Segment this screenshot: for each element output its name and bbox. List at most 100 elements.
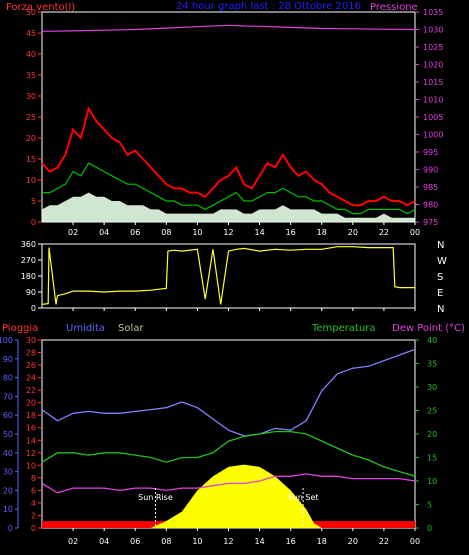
x-tick-label: 02 bbox=[68, 228, 78, 237]
y-left-tick-label: 20 bbox=[26, 134, 36, 143]
y-left-tick-label: 15 bbox=[26, 155, 36, 164]
humidity-tick-label: 50 bbox=[3, 430, 13, 439]
x-tick-label: 10 bbox=[192, 537, 202, 546]
y-left-tick-label: 40 bbox=[26, 50, 36, 59]
sunrise-label: Sun Rise bbox=[138, 493, 173, 502]
temperature-tick-label: 40 bbox=[427, 336, 437, 345]
y-left-tick-label: 0 bbox=[31, 218, 36, 227]
rain-tick-label: 24 bbox=[26, 374, 36, 383]
rain-tick-label: 4 bbox=[31, 499, 36, 508]
y-tick-label: 0 bbox=[31, 304, 36, 313]
temperature-tick-label: 15 bbox=[427, 454, 437, 463]
rain-tick-label: 12 bbox=[26, 449, 36, 458]
x-tick-label: 14 bbox=[254, 537, 264, 546]
x-tick-label: 06 bbox=[130, 228, 140, 237]
rain-label: Pioggia bbox=[2, 323, 38, 334]
rain-tick-label: 2 bbox=[31, 511, 36, 520]
plot-frame bbox=[41, 11, 416, 223]
humidity-tick-label: 100 bbox=[0, 336, 13, 345]
y-left-tick-label: 25 bbox=[26, 113, 36, 122]
left-axis-title: Forza vento(l) bbox=[6, 2, 75, 13]
wind-direction-series bbox=[41, 246, 415, 305]
dewpoint-label: Dew Point (°C) bbox=[392, 323, 465, 334]
x-tick-label: 10 bbox=[192, 228, 202, 237]
humidity-tick-label: 10 bbox=[3, 505, 13, 514]
x-tick-label: 00 bbox=[410, 537, 420, 546]
wind-pressure-panel: 0510152025303540455097598098599099510001… bbox=[6, 1, 443, 237]
dewpoint-series bbox=[41, 473, 416, 494]
sunset-label: Sun Set bbox=[288, 493, 319, 502]
y-right-tick-label: 980 bbox=[423, 201, 438, 210]
humidity-tick-label: 30 bbox=[3, 468, 13, 477]
humidity-label: Umidita bbox=[66, 323, 105, 334]
y-left-tick-label: 30 bbox=[26, 92, 36, 101]
x-tick-label: 08 bbox=[161, 537, 171, 546]
x-tick-label: 18 bbox=[317, 228, 327, 237]
temperature-tick-label: 20 bbox=[427, 430, 437, 439]
x-tick-label: 14 bbox=[254, 228, 264, 237]
temperature-tick-label: 30 bbox=[427, 383, 437, 392]
y-right-tick-label: 1005 bbox=[423, 113, 443, 122]
rain-tick-label: 22 bbox=[26, 386, 36, 395]
temperature-tick-label: 10 bbox=[427, 477, 437, 486]
y-left-tick-label: 35 bbox=[26, 71, 36, 80]
humidity-tick-label: 80 bbox=[3, 374, 13, 383]
rain-tick-label: 0 bbox=[31, 524, 36, 533]
gust-series bbox=[41, 106, 416, 207]
humidity-series bbox=[41, 348, 416, 437]
humidity-tick-label: 40 bbox=[3, 449, 13, 458]
y-right-tick-label: 1015 bbox=[423, 78, 443, 87]
rain-tick-label: 18 bbox=[26, 411, 36, 420]
y-right-tick-label: 1020 bbox=[423, 61, 443, 70]
y-right-tick-label: 975 bbox=[423, 218, 438, 227]
rain-tick-label: 6 bbox=[31, 486, 36, 495]
y-right-tick-label: 985 bbox=[423, 183, 438, 192]
y-right-tick-label: 1010 bbox=[423, 96, 443, 105]
x-tick-label: 02 bbox=[68, 537, 78, 546]
y-right-tick-label: 1000 bbox=[423, 131, 443, 140]
y-tick-label: 270 bbox=[21, 256, 36, 265]
x-tick-label: 04 bbox=[99, 537, 109, 546]
rain-tick-label: 14 bbox=[26, 436, 36, 445]
y-left-tick-label: 5 bbox=[31, 197, 36, 206]
humidity-temperature-panel: 0102030405060708090100024681012141618202… bbox=[0, 323, 465, 546]
y-right-tick-label: 995 bbox=[423, 148, 438, 157]
temperature-label: Temperatura bbox=[311, 323, 376, 334]
x-tick-label: 18 bbox=[317, 537, 327, 546]
rain-tick-label: 8 bbox=[31, 474, 36, 483]
x-tick-label: 00 bbox=[410, 228, 420, 237]
pressure-series bbox=[41, 24, 416, 32]
x-tick-label: 04 bbox=[99, 228, 109, 237]
temperature-series bbox=[41, 430, 416, 477]
solar-series bbox=[150, 464, 322, 528]
compass-label: N bbox=[437, 304, 444, 315]
humidity-tick-label: 20 bbox=[3, 486, 13, 495]
humidity-tick-label: 60 bbox=[3, 411, 13, 420]
x-tick-label: 16 bbox=[286, 228, 296, 237]
chart-title: 24 hour graph last : 28 Ottobre 2016 bbox=[176, 1, 361, 12]
y-left-tick-label: 50 bbox=[26, 8, 36, 17]
x-tick-label: 06 bbox=[130, 537, 140, 546]
y-right-tick-label: 1030 bbox=[423, 26, 443, 35]
compass-label: W bbox=[437, 256, 447, 267]
x-tick-label: 08 bbox=[161, 228, 171, 237]
compass-label: E bbox=[437, 288, 443, 299]
x-tick-label: 20 bbox=[348, 537, 358, 546]
humidity-tick-label: 0 bbox=[8, 524, 13, 533]
solar-label: Solar bbox=[118, 323, 144, 334]
x-tick-label: 22 bbox=[379, 228, 389, 237]
y-tick-label: 180 bbox=[21, 272, 36, 281]
x-tick-label: 22 bbox=[379, 537, 389, 546]
y-right-tick-label: 990 bbox=[423, 166, 438, 175]
rain-tick-label: 20 bbox=[26, 399, 36, 408]
y-left-tick-label: 45 bbox=[26, 29, 36, 38]
humidity-tick-label: 70 bbox=[3, 392, 13, 401]
x-tick-label: 12 bbox=[223, 228, 233, 237]
rain-tick-label: 16 bbox=[26, 424, 36, 433]
average-wind-series bbox=[42, 192, 415, 222]
wind-series bbox=[42, 162, 416, 215]
compass-label: N bbox=[437, 240, 444, 251]
rain-tick-label: 10 bbox=[26, 461, 36, 470]
y-right-tick-label: 1025 bbox=[423, 43, 443, 52]
